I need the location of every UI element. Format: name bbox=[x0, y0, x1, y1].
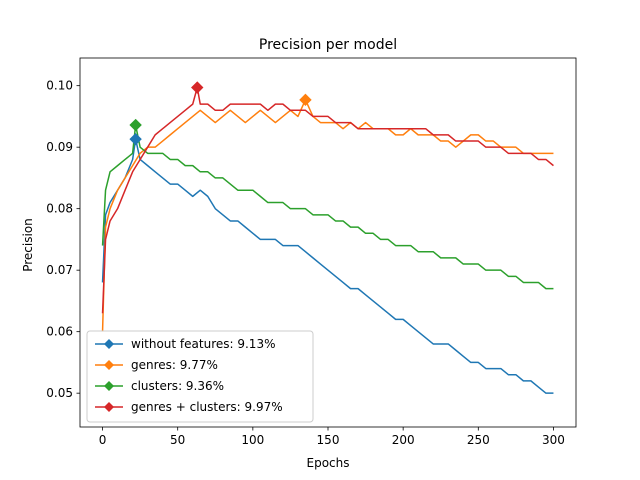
legend-box bbox=[86, 330, 314, 423]
x-tick-label-100: 100 bbox=[241, 433, 264, 447]
x-tick-label-250: 250 bbox=[467, 433, 490, 447]
best-marker-0 bbox=[129, 132, 142, 146]
legend-marker-3 bbox=[104, 402, 114, 412]
x-tick-label-150: 150 bbox=[317, 433, 340, 447]
y-tick-label-4: 0.09 bbox=[46, 140, 73, 154]
series-lines bbox=[101, 86, 554, 394]
series-line-3 bbox=[101, 86, 554, 314]
y-axis-label: Precision bbox=[21, 218, 35, 272]
chart-title: Precision per model bbox=[259, 37, 397, 53]
legend-label-2: clusters: 9.36% bbox=[131, 379, 224, 393]
x-tick-label-0: 0 bbox=[99, 433, 107, 447]
legend-label-3: genres + clusters: 9.97% bbox=[131, 400, 283, 414]
series-line-0 bbox=[101, 138, 554, 394]
y-tick-label-2: 0.07 bbox=[46, 263, 73, 277]
legend-label-0: without features: 9.13% bbox=[131, 337, 275, 351]
y-tick-label-1: 0.06 bbox=[46, 325, 73, 339]
x-axis-label: Epochs bbox=[307, 456, 350, 470]
series-line-1 bbox=[101, 99, 554, 332]
legend-label-1: genres: 9.77% bbox=[131, 358, 218, 372]
best-marker-2 bbox=[129, 118, 142, 132]
x-tick-label-50: 50 bbox=[170, 433, 185, 447]
best-marker-1 bbox=[299, 93, 312, 107]
y-tick-label-0: 0.05 bbox=[46, 386, 73, 400]
legend: without features: 9.13% genres: 9.77% clus… bbox=[86, 330, 314, 423]
legend-marker-1 bbox=[104, 360, 114, 370]
legend-marker-2 bbox=[104, 381, 114, 391]
x-tick-label-200: 200 bbox=[392, 433, 415, 447]
x-tick-label-300: 300 bbox=[542, 433, 565, 447]
legend-marker-0 bbox=[104, 339, 114, 349]
plot-area: 0 50 100 150 200 250 300 0.05 0.06 0.07 0.08 0.09 0.… bbox=[46, 57, 577, 447]
best-marker-3 bbox=[191, 81, 204, 94]
y-tick-label-5: 0.10 bbox=[46, 79, 73, 93]
series-line-2 bbox=[101, 124, 554, 290]
y-tick-label-3: 0.08 bbox=[46, 202, 73, 216]
